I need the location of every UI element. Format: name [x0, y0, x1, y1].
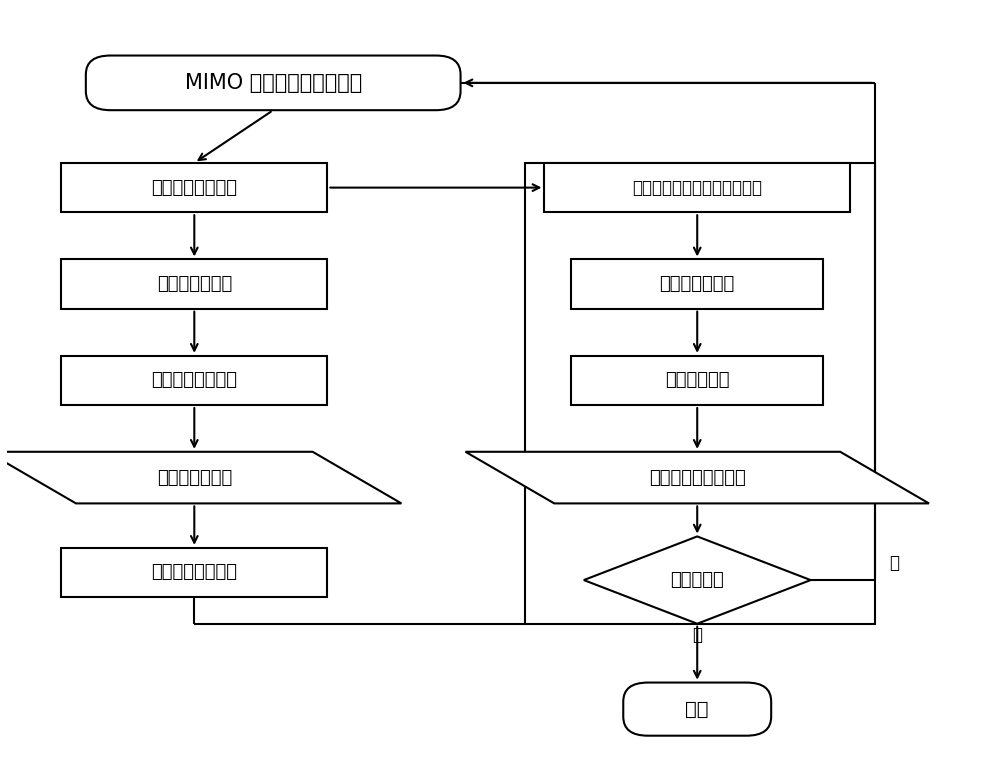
Bar	[61, 548, 327, 598]
Text: 输出呼吸和心跳信号: 输出呼吸和心跳信号	[649, 468, 746, 486]
Text: 对观测区域成像: 对观测区域成像	[157, 275, 232, 293]
Text: 噪声和干扰消除: 噪声和干扰消除	[660, 275, 735, 293]
Text: 沿时间维带通滤波: 沿时间维带通滤波	[151, 372, 237, 390]
Bar	[571, 260, 823, 308]
Text: MIMO 雷达发射超宽带信号: MIMO 雷达发射超宽带信号	[185, 73, 362, 93]
Text: 输出生命体位置: 输出生命体位置	[157, 468, 232, 486]
Bar	[61, 260, 327, 308]
Text: 沿慢时间维取相位: 沿慢时间维取相位	[151, 564, 237, 581]
Text: 结束: 结束	[685, 700, 709, 719]
Text: 探测结束？: 探测结束？	[670, 571, 724, 589]
Text: 采集重排回波数据: 采集重排回波数据	[151, 179, 237, 196]
Text: 是: 是	[692, 625, 702, 644]
Polygon shape	[584, 536, 811, 624]
Bar	[61, 163, 327, 213]
Polygon shape	[0, 451, 401, 503]
Polygon shape	[465, 451, 929, 503]
Bar	[61, 356, 327, 405]
Text: 独立成分分析: 独立成分分析	[665, 372, 729, 390]
Bar	[525, 162, 875, 624]
FancyBboxPatch shape	[623, 683, 771, 736]
FancyBboxPatch shape	[86, 56, 461, 111]
Text: 否: 否	[890, 553, 900, 571]
Text: 自适应噪声集合经验模态分解: 自适应噪声集合经验模态分解	[632, 179, 762, 196]
Bar	[544, 163, 850, 213]
Bar	[571, 356, 823, 405]
